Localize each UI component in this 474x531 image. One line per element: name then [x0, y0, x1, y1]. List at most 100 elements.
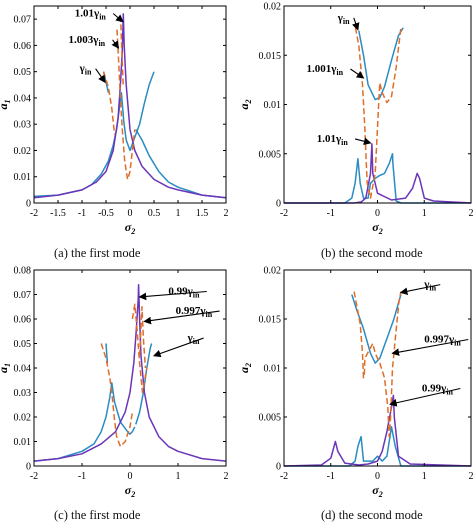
series-c-4-orange: [100, 343, 134, 448]
ytick-label-a-5: 0.05: [14, 67, 32, 78]
xtick-label-c-0: -2: [30, 471, 38, 482]
ytick-label-a-3: 0.03: [14, 120, 32, 131]
caption-b: (b) the second mode: [321, 246, 423, 260]
caption-a: (a) the first mode: [54, 246, 141, 260]
xlabel-c: σ2: [125, 483, 135, 499]
annotation-a-2: γin: [79, 63, 92, 77]
xlabel-a: σ2: [125, 220, 135, 236]
xtick-label-a-4: 0: [128, 208, 133, 219]
annotation-b-2: 1.01γin: [317, 133, 349, 147]
xtick-label-a-6: 1: [176, 208, 181, 219]
series-c-2-blue: [105, 343, 109, 364]
series-a-5-orange: [116, 29, 136, 181]
series-b-2-purple: [284, 143, 472, 204]
xtick-label-c-4: 2: [224, 471, 229, 482]
ytick-label-d-2: 0.01: [264, 364, 282, 375]
caption-c: (c) the first mode: [54, 508, 141, 522]
xtick-label-c-3: 1: [176, 471, 181, 482]
annotation-arrow-a-1: [111, 39, 120, 49]
series-a-3-purple: [33, 13, 227, 199]
ytick-label-c-7: 0.07: [14, 290, 32, 301]
series-d-3-orange: [353, 291, 402, 438]
xtick-label-c-1: -1: [78, 471, 86, 482]
ytick-label-b-2: 0.01: [264, 100, 282, 111]
annotation-c-2: γin: [187, 332, 200, 346]
ytick-label-c-4: 0.04: [14, 364, 32, 375]
annotation-arrow-d-1: [391, 338, 469, 356]
xtick-label-c-2: 0: [128, 471, 133, 482]
series-d-1-blue: [351, 294, 402, 364]
xtick-label-d-2: 0: [375, 471, 380, 482]
ytick-label-c-0: 0: [26, 462, 31, 473]
axes-frame-d: [283, 269, 472, 467]
ytick-label-a-4: 0.04: [14, 93, 32, 104]
annotation-arrow-c-2: [152, 337, 204, 358]
xtick-label-d-1: -1: [327, 471, 335, 482]
series-c-1-blue: [135, 343, 153, 425]
series-d-0-blue: [284, 426, 471, 467]
annotation-arrow-a-2: [95, 68, 106, 84]
ytick-label-c-1: 0.01: [14, 437, 32, 448]
ytick-label-c-8: 0.08: [14, 266, 32, 277]
series-b-1-blue: [358, 27, 404, 101]
ylabel-c: a1: [0, 363, 12, 373]
chart-a: -2 -1.5 -1 -0.5 0 0.5 1 1.5 2 0 0.01 0.02 0.03 0.04 0.…: [0, 5, 229, 236]
ytick-label-b-3: 0.015: [259, 51, 282, 62]
series-c-6-orange: [138, 306, 147, 369]
xtick-label-a-5: 0.5: [148, 208, 161, 219]
chart-b: -2 -1 0 1 2 0 0.005 0.01 0.015 0.02 σ2 a2 γin 1.001γi…: [237, 2, 474, 237]
xtick-label-b-2: 0: [375, 208, 380, 219]
xtick-label-b-0: -2: [280, 208, 288, 219]
ylabel-a: a1: [0, 100, 12, 110]
xtick-label-a-2: -1: [78, 208, 86, 219]
ytick-label-a-6: 0.06: [14, 41, 32, 52]
xlabel-b: σ2: [372, 220, 382, 236]
ytick-label-a-1: 0.01: [14, 172, 32, 183]
series-b-0-blue: [284, 153, 471, 204]
annotation-b-0: γin: [337, 12, 350, 26]
ytick-label-c-3: 0.03: [14, 388, 32, 399]
ytick-label-c-6: 0.06: [14, 315, 32, 326]
xlabel-d: σ2: [372, 483, 382, 499]
annotation-d-1: 0.997γin: [424, 334, 461, 348]
annotation-d-0: γin: [423, 279, 436, 293]
xtick-label-d-3: 1: [422, 471, 427, 482]
annotation-a-1: 1.003γin: [69, 34, 106, 48]
xtick-label-b-4: 2: [469, 208, 474, 219]
annotation-arrow-b-0: [352, 17, 360, 31]
ytick-label-b-4: 0.02: [264, 2, 282, 13]
chart-c: -2 -1 0 1 2 0 0.01 0.02 0.03 0.04 0.05 0.06 0.07 0.08…: [0, 266, 229, 500]
chart-d: -2 -1 0 1 2 0 0.005 0.01 0.015 0.02 σ2 a2 γin 0.997γi…: [237, 266, 474, 500]
annotation-arrow-d-0: [399, 284, 441, 296]
ylabel-b: a2: [237, 100, 253, 110]
annotation-arrow-d-2: [389, 387, 461, 407]
ytick-label-b-0: 0: [276, 199, 281, 210]
series-a-4-orange: [102, 71, 116, 135]
annotation-arrow-c-1: [143, 310, 220, 325]
annotation-arrow-a-0: [112, 13, 124, 23]
xtick-label-b-3: 1: [422, 208, 427, 219]
xtick-label-a-0: -2: [30, 208, 38, 219]
annotation-arrow-b-2: [354, 137, 372, 145]
xtick-label-d-4: 2: [469, 471, 474, 482]
xtick-label-b-1: -1: [327, 208, 335, 219]
annotation-c-1: 0.997γin: [176, 305, 213, 319]
annotation-b-1: 1.001γin: [306, 63, 343, 77]
series-a-6-orange: [120, 24, 125, 88]
annotation-arrow-b-1: [350, 68, 365, 79]
xtick-label-a-7: 1.5: [196, 208, 209, 219]
ytick-label-c-2: 0.02: [14, 413, 32, 424]
series-c-5-orange: [131, 303, 148, 394]
annotation-arrow-c-0: [138, 290, 207, 301]
ytick-label-d-4: 0.02: [264, 266, 282, 277]
annotation-d-2: 0.99γin: [422, 383, 454, 397]
ytick-label-a-7: 0.07: [14, 15, 32, 26]
ytick-label-d-1: 0.005: [259, 413, 282, 424]
ytick-label-d-3: 0.015: [259, 315, 282, 326]
ytick-label-a-2: 0.02: [14, 146, 32, 157]
ytick-label-c-5: 0.05: [14, 339, 32, 350]
annotation-a-0: 1.01γin: [75, 8, 107, 22]
ytick-label-a-0: 0: [26, 199, 31, 210]
ytick-label-b-1: 0.005: [259, 149, 282, 160]
